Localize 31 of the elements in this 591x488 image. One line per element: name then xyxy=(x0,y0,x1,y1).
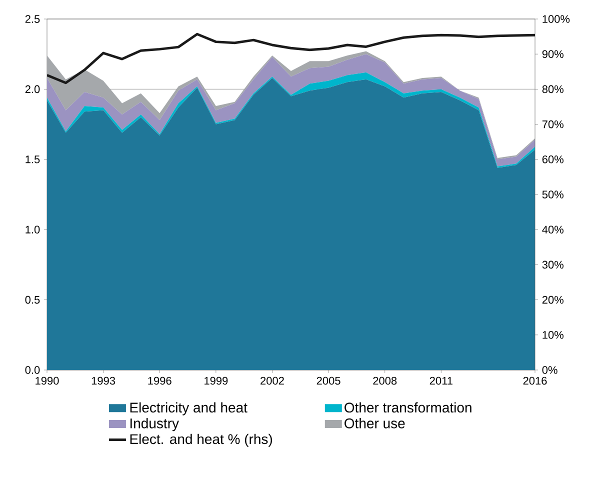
legend-label: Elect. and heat % (rhs) xyxy=(130,434,272,447)
x-tick-label: 2016 xyxy=(523,376,547,385)
legend-label: Other use xyxy=(344,418,405,428)
y2-tick-label: 80% xyxy=(542,85,564,94)
y-tick-label: 0.0 xyxy=(25,366,40,374)
legend-label: Electricity and heat xyxy=(130,402,248,416)
y2-tick-label: 50% xyxy=(542,190,564,198)
x-tick-label: 2002 xyxy=(260,376,284,385)
y-tick-label: 2.0 xyxy=(25,85,40,94)
x-tick-label: 2008 xyxy=(373,376,397,385)
y2-tick-label: 60% xyxy=(542,155,564,164)
y2-tick-label: 10% xyxy=(542,331,564,339)
y-tick-label: 1.5 xyxy=(26,156,40,164)
y2-tick-label: 40% xyxy=(542,226,564,234)
legend-label: Other transformation xyxy=(344,402,472,413)
x-tick-label: 1999 xyxy=(204,376,228,385)
y2-tick-label: 100% xyxy=(542,15,570,23)
legend-label: Industry xyxy=(130,418,179,432)
x-tick-label: 1990 xyxy=(36,376,59,385)
x-tick-label: 1996 xyxy=(148,376,172,385)
y-tick-label: 0.5 xyxy=(25,296,40,304)
y-tick-label: 1.0 xyxy=(26,226,40,234)
x-tick-label: 2011 xyxy=(430,376,452,385)
y2-tick-label: 20% xyxy=(542,296,564,304)
y2-tick-label: 30% xyxy=(542,260,564,269)
y2-tick-label: 70% xyxy=(542,120,564,128)
x-tick-label: 2005 xyxy=(316,376,340,385)
y2-tick-label: 0% xyxy=(542,366,558,374)
x-tick-label: 1993 xyxy=(92,376,116,385)
y2-tick-label: 90% xyxy=(542,50,564,58)
y-tick-label: 2.5 xyxy=(25,15,40,23)
